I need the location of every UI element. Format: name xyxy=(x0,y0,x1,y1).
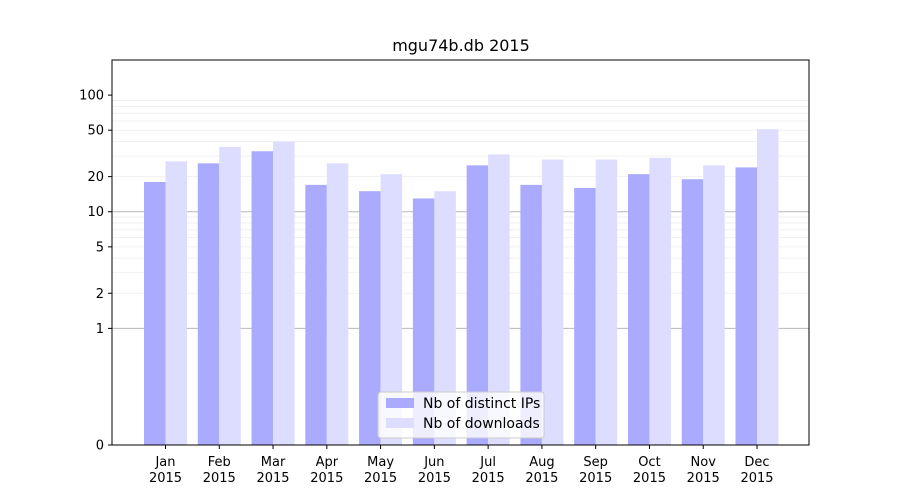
x-tick-label: 2015 xyxy=(256,471,289,486)
bar-distinct-ips xyxy=(466,165,489,445)
x-tick-label: 2015 xyxy=(364,471,397,486)
bar-distinct-ips xyxy=(735,167,757,446)
legend-swatch xyxy=(386,418,414,428)
y-tick-label: 1 xyxy=(96,322,104,337)
y-tick-label: 10 xyxy=(87,205,104,220)
y-tick-label: 2 xyxy=(96,287,104,302)
legend: Nb of distinct IPs Nb of downloads xyxy=(377,391,545,439)
bar-distinct-ips xyxy=(305,184,327,445)
bars xyxy=(144,129,779,446)
y-tick-label: 5 xyxy=(96,240,104,255)
plot-frame xyxy=(111,59,810,446)
legend-label: Nb of downloads xyxy=(423,416,540,432)
x-tick-label: Sep xyxy=(583,455,608,470)
bar-distinct-ips xyxy=(574,187,596,445)
legend-label: Nb of distinct IPs xyxy=(423,396,540,412)
x-tick-label: 2015 xyxy=(525,471,558,486)
bar-distinct-ips xyxy=(197,163,220,446)
bar-downloads xyxy=(326,163,349,446)
x-tick-label: Oct xyxy=(638,455,660,470)
bar-downloads xyxy=(649,157,671,445)
bar-downloads xyxy=(219,146,241,445)
axes: Jan2015Feb2015Mar2015Apr2015May2015Jun20… xyxy=(79,59,810,486)
bar-downloads xyxy=(757,129,779,445)
x-tick-label: 2015 xyxy=(633,471,666,486)
y-tick-label: 100 xyxy=(79,89,104,104)
bar-downloads xyxy=(541,159,564,445)
bar-distinct-ips xyxy=(520,184,542,445)
x-tick-label: 2015 xyxy=(418,471,451,486)
legend-box xyxy=(377,391,545,439)
x-tick-label: 2015 xyxy=(740,471,773,486)
x-tick-label: Dec xyxy=(744,455,769,470)
x-tick-label: 2015 xyxy=(149,471,182,486)
x-tick-label: Jun xyxy=(423,455,444,470)
x-tick-label: Aug xyxy=(529,455,554,470)
x-tick-label: Feb xyxy=(208,455,231,470)
bar-downloads xyxy=(434,191,456,445)
bar-distinct-ips xyxy=(412,198,435,445)
bar-distinct-ips xyxy=(251,151,274,445)
bar-downloads xyxy=(488,154,510,445)
bar-distinct-ips xyxy=(144,181,166,445)
x-tick-label: Mar xyxy=(261,455,286,470)
x-tick-label: Apr xyxy=(316,455,339,470)
bar-distinct-ips xyxy=(627,174,650,446)
chart-title: mgu74b.db 2015 xyxy=(392,36,530,55)
x-tick-label: Nov xyxy=(691,455,717,470)
x-tick-label: 2015 xyxy=(203,471,236,486)
x-tick-label: May xyxy=(367,455,394,470)
bar-downloads xyxy=(165,161,187,446)
bar-distinct-ips xyxy=(681,179,704,445)
x-tick-label: 2015 xyxy=(472,471,505,486)
bar-downloads xyxy=(380,174,403,446)
y-tick-label: 20 xyxy=(87,170,104,185)
bar-downloads xyxy=(595,159,618,445)
bar-distinct-ips xyxy=(359,191,381,445)
x-tick-label: Jan xyxy=(154,455,175,470)
y-tick-label: 0 xyxy=(96,439,104,454)
y-tick-label: 50 xyxy=(87,124,104,139)
bar-downloads xyxy=(703,165,725,445)
x-tick-label: 2015 xyxy=(310,471,343,486)
x-tick-label: 2015 xyxy=(687,471,720,486)
legend-swatch xyxy=(386,398,414,408)
x-tick-label: 2015 xyxy=(579,471,612,486)
x-tick-label: Jul xyxy=(479,455,496,470)
bar-downloads xyxy=(273,141,295,445)
